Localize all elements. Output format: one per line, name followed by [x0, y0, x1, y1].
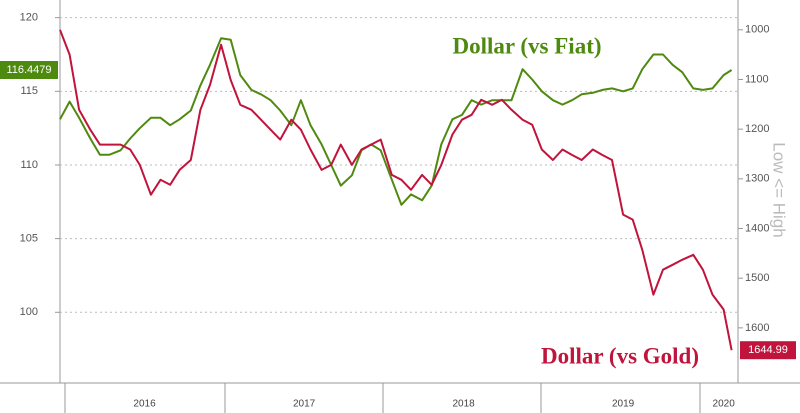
year-separators	[64, 383, 701, 413]
y2-tick-label: 1100	[745, 73, 769, 85]
x-tick-label: 2020	[713, 399, 736, 410]
y2-tick-label: 1600	[745, 322, 769, 334]
x-tick-label: 2017	[293, 399, 316, 410]
last-value-label: 116.4479	[6, 64, 51, 76]
last-value-box	[740, 341, 796, 360]
y2-tick-label: 1500	[745, 272, 769, 284]
y2-tick-label: 1000	[745, 24, 769, 36]
y2-tick-label: 1200	[745, 123, 769, 135]
series-label: Dollar (vs Fiat)	[452, 33, 601, 58]
y2-tick-label: 1400	[745, 222, 769, 234]
x-tick-label: 2019	[612, 399, 635, 410]
y-tick-label: 110	[20, 159, 38, 171]
series-line	[59, 29, 733, 351]
y-tick-label: 115	[20, 85, 38, 97]
last-value-box	[0, 61, 58, 80]
y-tick-label: 105	[20, 233, 38, 245]
last-value-label: 1644.99	[748, 344, 788, 356]
y-tick-label: 100	[20, 306, 38, 318]
y2-axis-label: Low <= High	[770, 142, 789, 237]
x-tick-label: 2016	[133, 399, 156, 410]
y2-tick-label: 1300	[745, 173, 769, 185]
x-tick-label: 2018	[452, 399, 475, 410]
series-label: Dollar (vs Gold)	[541, 343, 699, 368]
series-line	[59, 37, 733, 206]
y-tick-label: 120	[20, 12, 38, 24]
